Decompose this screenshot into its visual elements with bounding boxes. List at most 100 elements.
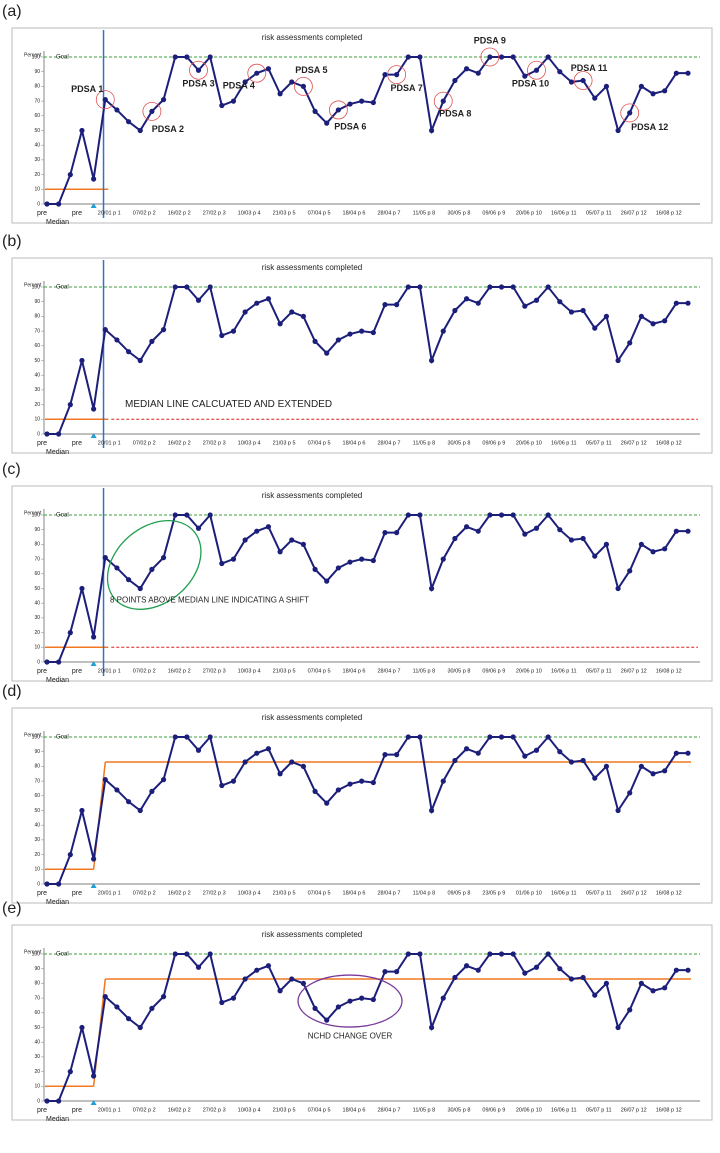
panel-label: (c): [2, 461, 21, 478]
data-point: [405, 734, 411, 740]
data-point: [219, 782, 225, 789]
annotation-circle: [189, 60, 208, 80]
data-point: [429, 1024, 435, 1031]
data-point: [394, 752, 400, 758]
data-point: [324, 800, 330, 806]
panel-label: (a): [2, 3, 22, 20]
data-point: [522, 303, 528, 309]
data-point: [510, 951, 516, 957]
data-point: [56, 201, 62, 207]
data-point: [405, 54, 411, 60]
x-tick-label: 16/08 p 12: [656, 1107, 682, 1113]
data-point: [650, 91, 656, 97]
chart-title: risk assessments completed: [262, 930, 362, 939]
x-tick-label: pre: [72, 440, 82, 447]
x-tick-label: 28/04 p 7: [378, 210, 401, 216]
data-point: [592, 775, 598, 781]
data-point: [230, 328, 237, 334]
data-point: [102, 555, 108, 561]
y-tick-label: 100: [32, 734, 41, 740]
data-point: [627, 790, 633, 796]
y-tick-label: 70: [34, 778, 40, 784]
x-tick-label: 16/02 p 2: [168, 890, 191, 896]
y-tick-label: 40: [34, 601, 40, 607]
y-tick-label: 50: [34, 1025, 40, 1031]
data-point: [160, 994, 167, 1000]
data-point: [545, 951, 551, 957]
data-point: [44, 201, 50, 207]
data-point: [487, 512, 493, 518]
x-tick-label: 26/07 p 12: [621, 440, 647, 446]
data-point: [463, 963, 470, 969]
data-point: [498, 512, 505, 518]
data-point: [149, 788, 155, 794]
data-point: [568, 759, 575, 765]
data-point: [580, 974, 586, 981]
x-tick-label: pre: [72, 668, 82, 675]
x-tick-label: 10/03 p 4: [238, 1107, 261, 1113]
data-point: [382, 302, 388, 308]
x-tick-label: 16/06 p 11: [551, 1107, 577, 1113]
y-tick-label: 60: [34, 793, 40, 799]
data-point: [300, 83, 306, 89]
y-tick-label: 10: [34, 187, 40, 193]
data-point: [265, 963, 272, 969]
y-tick-label: 70: [34, 328, 40, 334]
x-tick-label: pre: [37, 440, 47, 447]
x-tick-label: 28/04 p 7: [378, 1107, 401, 1113]
x-tick-label: 16/06 p 11: [551, 210, 577, 216]
data-point: [557, 527, 563, 533]
data-point: [160, 327, 167, 333]
phase-marker: [90, 203, 97, 208]
data-point: [417, 284, 423, 290]
data-point: [347, 331, 353, 337]
data-point: [417, 512, 423, 518]
x-tick-label: pre: [37, 210, 47, 217]
annotation-circle: [433, 91, 453, 111]
data-point: [673, 528, 679, 534]
y-tick-label: 80: [34, 314, 40, 320]
data-point: [312, 1005, 318, 1011]
x-tick-label: 27/02 p 3: [203, 668, 226, 674]
x-tick-label: 28/04 p 7: [378, 890, 401, 896]
data-point: [219, 560, 225, 567]
data-point: [498, 54, 505, 60]
data-point: [370, 996, 376, 1003]
data-point: [592, 95, 598, 101]
x-tick-label: 20/06 p 10: [516, 1107, 542, 1113]
data-point: [265, 746, 272, 752]
data-point: [510, 284, 516, 290]
y-tick-label: 80: [34, 764, 40, 770]
data-point: [149, 108, 155, 114]
data-point: [277, 771, 283, 777]
data-point: [91, 406, 97, 412]
data-point: [91, 856, 97, 862]
annotation-ellipse: [297, 974, 403, 1028]
data-point: [219, 102, 225, 109]
data-point: [125, 349, 132, 355]
y-tick-label: 10: [34, 645, 40, 651]
x-tick-label: 07/02 p 2: [133, 1107, 156, 1113]
data-point: [429, 127, 435, 134]
x-tick-label: 16/06 p 11: [551, 668, 577, 674]
data-point: [650, 771, 656, 777]
y-tick-label: 0: [37, 659, 40, 665]
y-tick-label: 80: [34, 84, 40, 90]
data-point: [440, 778, 446, 784]
y-tick-label: 40: [34, 373, 40, 379]
data-point: [254, 967, 260, 973]
data-point: [568, 537, 575, 543]
chart-frame: [11, 257, 713, 454]
data-point: [394, 302, 400, 308]
y-tick-label: 100: [32, 951, 41, 957]
x-tick-label: 11/05 p 8: [413, 668, 436, 674]
x-tick-label: 20/01 p 1: [98, 890, 121, 896]
data-point: [137, 357, 143, 364]
data-point: [452, 307, 458, 314]
annotation-circle: [387, 65, 407, 85]
annotation-circle: [247, 63, 267, 83]
y-tick-label: 40: [34, 823, 40, 829]
y-tick-label: 30: [34, 615, 40, 621]
data-point: [638, 313, 644, 319]
y-tick-label: 10: [34, 867, 40, 873]
